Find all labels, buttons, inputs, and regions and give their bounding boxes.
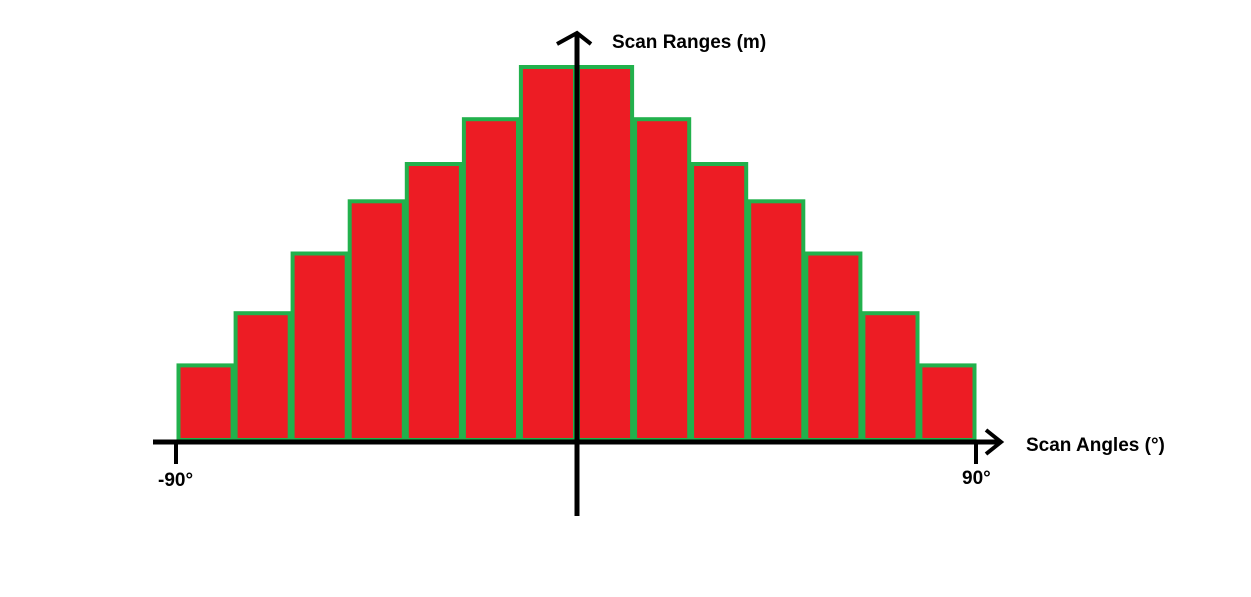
x-tick-label-min: -90° (158, 470, 193, 491)
x-tick-label-max: 90° (962, 468, 991, 489)
bar-11 (804, 251, 863, 442)
bar-1 (233, 311, 292, 443)
bars (176, 65, 977, 443)
y-axis-arrow-icon (556, 30, 593, 46)
bar-8 (633, 117, 692, 442)
bar-4 (404, 162, 463, 442)
bar-12 (861, 311, 920, 443)
bar-10 (747, 199, 806, 442)
x-axis-arrow-icon (984, 428, 1005, 456)
bar-9 (690, 162, 749, 442)
bar-13 (918, 363, 977, 442)
bar-5 (461, 117, 520, 442)
y-axis-label: Scan Ranges (m) (612, 32, 766, 53)
bar-0 (176, 363, 235, 442)
bar-2 (290, 251, 349, 442)
bar-6 (518, 65, 578, 442)
x-axis-label: Scan Angles (°) (1026, 435, 1165, 456)
bar-7 (576, 65, 635, 442)
bar-3 (347, 199, 406, 442)
